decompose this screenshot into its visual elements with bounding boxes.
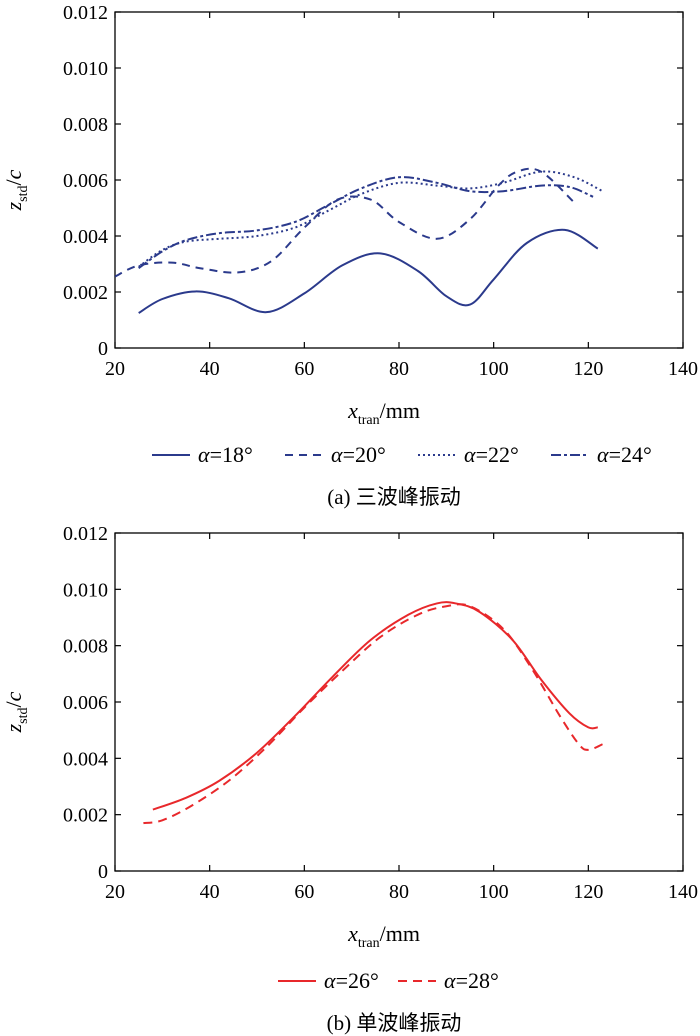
- x-tick-label: 20: [105, 358, 125, 380]
- y-axis-label: zstd/c: [1, 691, 31, 733]
- x-tick-label: 40: [200, 881, 220, 903]
- x-tick-label: 20: [105, 881, 125, 903]
- series-line-a-3: [138, 176, 594, 270]
- figure-caption: (b) 单波峰振动: [327, 1011, 462, 1035]
- y-tick-label: 0.006: [63, 170, 108, 192]
- x-tick-label: 80: [389, 358, 409, 380]
- chart-b: 20 40 60 80 100 120 140 0 0.002 0.004 0.006 0.008 0.…: [1, 523, 698, 1035]
- y-tick-label: 0.004: [63, 748, 108, 770]
- x-tick-label: 100: [479, 358, 509, 380]
- legend-entry: α=24°: [597, 442, 652, 467]
- y-tick-label: 0: [98, 861, 108, 883]
- y-tick-label: 0.010: [63, 579, 108, 601]
- chart-a: 20 40 60 80 100 120 140 0 0.002 0.004 0.006 0.008 0.…: [1, 2, 698, 509]
- x-tick-label: 120: [573, 881, 603, 903]
- x-axis-label: xtran/mm: [347, 921, 420, 951]
- legend-entry: α=22°: [464, 442, 519, 467]
- y-tick-label: 0.012: [63, 2, 108, 24]
- y-tick-label: 0.004: [63, 226, 108, 248]
- x-axis-label: xtran/mm: [347, 398, 420, 428]
- x-tick-label: 60: [294, 358, 314, 380]
- y-tick-label: 0.002: [63, 282, 108, 304]
- x-tick-label: 140: [668, 881, 698, 903]
- series-line-a-0: [138, 228, 599, 314]
- x-tick-label: 40: [200, 358, 220, 380]
- y-tick-label: 0.010: [63, 58, 108, 80]
- x-tick-label: 80: [389, 881, 409, 903]
- plot-frame: [114, 532, 684, 872]
- series-line-a-2: [138, 170, 603, 268]
- legend-entry: α=26°: [324, 968, 379, 993]
- x-tick-label: 60: [294, 881, 314, 903]
- y-tick-label: 0.008: [63, 114, 108, 136]
- x-tick-label: 140: [668, 358, 698, 380]
- legend-entry: α=18°: [198, 442, 253, 467]
- y-tick-label: 0.012: [63, 523, 108, 545]
- legend-entry: α=28°: [444, 968, 499, 993]
- series-line-b-0: [152, 601, 598, 811]
- x-tick-label: 100: [479, 881, 509, 903]
- y-tick-label: 0.008: [63, 636, 108, 658]
- series-line-a-1: [115, 167, 575, 278]
- series-line-b-1: [143, 603, 603, 825]
- x-tick-label: 120: [573, 358, 603, 380]
- y-tick-label: 0.006: [63, 692, 108, 714]
- y-tick-label: 0: [98, 338, 108, 360]
- y-tick-label: 0.002: [63, 805, 108, 827]
- figure-caption: (a) 三波峰振动: [327, 485, 461, 509]
- plot-frame: [114, 11, 684, 349]
- y-axis-label: zstd/c: [1, 169, 31, 211]
- legend-entry: α=20°: [331, 442, 386, 467]
